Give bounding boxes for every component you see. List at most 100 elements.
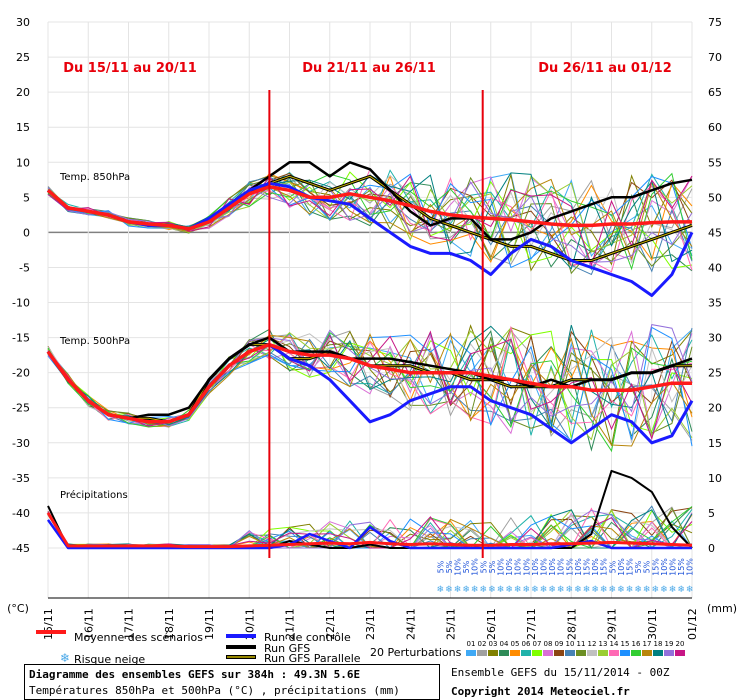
legend-pert-number: 03 <box>489 640 498 648</box>
left-tick-label: 25 <box>16 51 30 64</box>
snow-risk-pct: 5% <box>479 560 488 573</box>
x-tick-label: 01/12 <box>686 608 699 640</box>
legend-pert-number: 19 <box>665 640 674 648</box>
legend-pert-number: 02 <box>478 640 487 648</box>
snow-risk-row: 5%❄5%❄10%❄5%❄10%❄5%❄5%❄10%❄10%❄10%❄10%❄1… <box>436 558 694 595</box>
snow-risk-pct: 5% <box>488 560 497 573</box>
snow-risk-pct: 5% <box>462 560 471 573</box>
legend-label-control: Run de contrôle <box>264 631 351 644</box>
left-tick-label: -15 <box>12 332 30 345</box>
left-axis: 30 25 20 15 10 5 0 -5 -10 -15 -20 -25 -30 -35 -40 -45 (°… <box>7 16 30 615</box>
snow-risk-pct: 10% <box>514 558 523 576</box>
right-tick-label: 50 <box>708 191 722 204</box>
left-tick-label: -5 <box>19 261 30 274</box>
right-tick-label: 5 <box>708 507 715 520</box>
legend-pert-number: 01 <box>467 640 476 648</box>
right-tick-label: 0 <box>708 542 715 555</box>
snow-risk-pct: 10% <box>686 558 695 576</box>
ensemble-label: Ensemble GEFS du 15/11/2014 - 00Z <box>451 666 670 679</box>
snow-icon: ❄ <box>497 585 505 595</box>
snow-icon: ❄ <box>505 585 513 595</box>
snow-icon: ❄ <box>462 585 470 595</box>
period-label: Du 15/11 au 20/11 <box>63 61 197 76</box>
snow-icon: ❄ <box>591 585 599 595</box>
legend-label-perturbations: 20 Perturbations <box>370 646 462 659</box>
left-tick-label: -35 <box>12 472 30 485</box>
legend-swatch-gfs <box>226 645 256 649</box>
grid <box>47 21 693 599</box>
right-tick-label: 30 <box>708 332 722 345</box>
right-tick-label: 60 <box>708 121 722 134</box>
left-tick-label: 10 <box>16 156 30 169</box>
legend-pert-swatch <box>609 650 619 656</box>
snow-risk-pct: 10% <box>497 558 506 576</box>
right-tick-label: 20 <box>708 402 722 415</box>
x-axis: 15/11 16/11 17/11 18/11 19/11 20/11 21/11 22/11… <box>42 608 699 640</box>
legend-pert-number: 06 <box>522 640 531 648</box>
legend-label-gfs-par: Run GFS Parallele <box>264 652 361 665</box>
x-tick-label: 28/11 <box>565 608 578 640</box>
legend-pert-swatch <box>587 650 597 656</box>
right-tick-label: 25 <box>708 367 722 380</box>
info-title: Diagramme des ensembles GEFS sur 384h : … <box>29 668 361 681</box>
legend-pert-swatch <box>499 650 509 656</box>
legend-pert-swatch <box>488 650 498 656</box>
snow-risk-pct: 10% <box>557 558 566 576</box>
snow-icon: ❄ <box>557 585 565 595</box>
panel-label-t850: Temp. 850hPa <box>59 172 130 183</box>
legend-pert-swatch <box>642 650 652 656</box>
right-tick-label: 10 <box>708 472 722 485</box>
legend-pert-number: 04 <box>500 640 509 648</box>
snow-risk-pct: 10% <box>531 558 540 576</box>
legend-snow-icon: ❄ <box>60 651 70 665</box>
legend-pert-number: 20 <box>676 640 685 648</box>
x-tick-label: 17/11 <box>123 608 136 640</box>
snow-icon: ❄ <box>600 585 608 595</box>
snow-risk-pct: 10% <box>505 558 514 576</box>
snow-icon: ❄ <box>686 585 694 595</box>
legend-pert-swatch <box>532 650 542 656</box>
x-tick-label: 29/11 <box>606 608 619 640</box>
snow-icon: ❄ <box>514 585 522 595</box>
series_t500-gfs-line <box>46 336 693 420</box>
x-tick-label: 23/11 <box>364 608 377 640</box>
left-tick-label: 30 <box>16 16 30 29</box>
snow-risk-pct: 15% <box>651 558 660 576</box>
x-tick-label: 18/11 <box>163 608 176 640</box>
right-tick-label: 65 <box>708 86 722 99</box>
right-tick-label: 45 <box>708 226 722 239</box>
legend-pert-number: 12 <box>588 640 597 648</box>
left-tick-label: -20 <box>12 367 30 380</box>
snow-risk-pct: 10% <box>591 558 600 576</box>
snow-icon: ❄ <box>437 585 445 595</box>
left-tick-label: -10 <box>12 297 30 310</box>
copyright: Copyright 2014 Meteociel.fr <box>451 685 630 698</box>
x-tick-label: 19/11 <box>203 608 216 640</box>
left-tick-label: -45 <box>12 542 30 555</box>
snow-risk-pct: 5% <box>643 560 652 573</box>
left-tick-label: -25 <box>12 402 30 415</box>
snow-icon: ❄ <box>471 585 479 595</box>
snow-icon: ❄ <box>488 585 496 595</box>
pert-line-t850 <box>47 173 693 269</box>
legend-label-mean: Moyenne des scénarios <box>74 631 203 644</box>
precip-mean-line <box>46 512 693 549</box>
x-tick-label: 26/11 <box>485 608 498 640</box>
snow-risk-pct: 10% <box>454 558 463 576</box>
right-axis-unit: (mm) <box>707 602 737 615</box>
snow-risk-pct: 10% <box>540 558 549 576</box>
snow-icon: ❄ <box>480 585 488 595</box>
snow-risk-pct: 10% <box>669 558 678 576</box>
legend-pert-swatch <box>576 650 586 656</box>
snow-risk-pct: 5% <box>608 560 617 573</box>
legend-pert-number: 15 <box>621 640 630 648</box>
x-tick-label: 16/11 <box>82 608 95 640</box>
legend-pert-number: 07 <box>533 640 542 648</box>
snow-icon: ❄ <box>660 585 668 595</box>
legend-pert-number: 13 <box>599 640 608 648</box>
snow-icon: ❄ <box>617 585 625 595</box>
snow-risk-pct: 10% <box>574 558 583 576</box>
right-tick-label: 15 <box>708 437 722 450</box>
panel-labels: Temp. 850hPa Temp. 500hPa Précipitations <box>59 172 130 501</box>
